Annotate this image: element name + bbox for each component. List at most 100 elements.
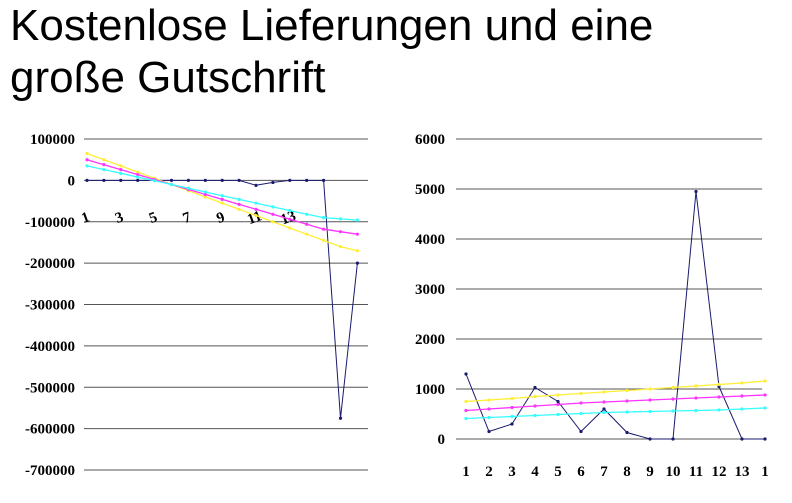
data-point bbox=[254, 201, 258, 205]
data-point bbox=[136, 172, 140, 177]
data-point bbox=[487, 407, 491, 411]
data-point bbox=[271, 180, 275, 185]
y-tick-label: 4000 bbox=[415, 232, 445, 248]
data-point bbox=[556, 399, 560, 404]
data-point bbox=[355, 261, 359, 265]
data-point bbox=[338, 416, 343, 420]
y-tick-label: 1000 bbox=[415, 382, 445, 398]
data-point bbox=[556, 393, 560, 397]
data-point bbox=[694, 384, 698, 388]
x-tick-label: 1 bbox=[462, 464, 470, 480]
data-point bbox=[338, 244, 343, 249]
slide-title-line2: große Gutschrift bbox=[10, 53, 326, 102]
data-point bbox=[85, 178, 89, 182]
data-point bbox=[510, 405, 514, 410]
data-point bbox=[671, 385, 675, 390]
data-point bbox=[305, 212, 309, 216]
data-point bbox=[220, 194, 224, 198]
data-point bbox=[271, 205, 275, 209]
chart-left: 100000 0 -100000 -200000 -300000 -400000 -5000… bbox=[25, 132, 368, 479]
data-point bbox=[579, 429, 583, 434]
data-point bbox=[254, 183, 258, 187]
y-tick-label: 100000 bbox=[30, 132, 75, 148]
x-tick-label: 5 bbox=[147, 209, 160, 227]
x-tick-label: 11 bbox=[689, 464, 703, 480]
data-point bbox=[153, 179, 157, 183]
x-tick-label: 9 bbox=[646, 464, 654, 480]
data-point bbox=[85, 151, 89, 156]
data-point bbox=[625, 430, 629, 435]
data-point bbox=[102, 158, 106, 162]
y-tick-label: 0 bbox=[68, 173, 76, 189]
y-tick-label: 2000 bbox=[415, 332, 445, 348]
data-point bbox=[203, 178, 207, 182]
x-tick-label: 7 bbox=[600, 464, 608, 480]
data-point bbox=[464, 408, 468, 413]
data-point bbox=[556, 412, 560, 417]
data-point bbox=[305, 232, 309, 236]
y-tick-label: -500000 bbox=[25, 380, 75, 396]
data-point bbox=[288, 226, 292, 230]
data-point bbox=[136, 178, 140, 182]
slide-title-line1: Kostenlose Lieferungen und eine bbox=[10, 1, 654, 50]
data-point bbox=[740, 381, 744, 385]
data-point bbox=[602, 407, 606, 411]
data-point bbox=[119, 168, 123, 172]
data-point bbox=[322, 238, 326, 242]
x-tick-label: 3 bbox=[113, 209, 126, 227]
data-point bbox=[102, 163, 106, 167]
data-point bbox=[338, 230, 343, 234]
data-point bbox=[305, 222, 309, 226]
data-point bbox=[85, 164, 89, 168]
data-point bbox=[322, 216, 326, 220]
data-point bbox=[305, 178, 309, 182]
data-point bbox=[355, 249, 359, 253]
data-point bbox=[220, 197, 224, 202]
x-tick-label: 1 bbox=[761, 464, 769, 480]
data-point bbox=[671, 437, 675, 441]
data-point bbox=[203, 190, 207, 194]
data-point bbox=[487, 415, 491, 420]
data-point bbox=[694, 408, 698, 413]
data-point bbox=[102, 168, 106, 172]
x-tick-label: 13 bbox=[735, 464, 750, 480]
data-point bbox=[602, 390, 606, 394]
data-point bbox=[579, 391, 583, 396]
y-tick-label: -600000 bbox=[25, 422, 75, 438]
data-point bbox=[763, 437, 767, 441]
y-tick-label: -700000 bbox=[25, 463, 75, 479]
data-point bbox=[102, 178, 106, 182]
slide-title: Kostenlose Lieferungen und eine große Gu… bbox=[10, 0, 780, 104]
y-tick-label: -100000 bbox=[25, 215, 75, 231]
x-tick-label: 2 bbox=[485, 464, 493, 480]
data-point bbox=[763, 379, 767, 383]
data-point bbox=[533, 413, 537, 418]
data-point bbox=[579, 411, 583, 416]
data-point bbox=[169, 182, 174, 187]
data-point bbox=[487, 398, 491, 402]
data-point bbox=[763, 393, 767, 397]
data-point bbox=[648, 387, 652, 391]
data-point bbox=[694, 396, 698, 400]
y-tick-label: -200000 bbox=[25, 256, 75, 272]
data-point bbox=[763, 406, 767, 410]
data-point bbox=[579, 401, 583, 405]
data-point bbox=[322, 227, 326, 231]
data-point bbox=[322, 178, 326, 182]
data-point bbox=[671, 409, 675, 413]
data-point bbox=[355, 232, 359, 236]
data-point bbox=[625, 399, 629, 403]
data-point bbox=[237, 197, 241, 202]
data-point bbox=[510, 414, 514, 419]
x-tick-label: 4 bbox=[531, 464, 539, 480]
data-point bbox=[271, 220, 275, 224]
y-tick-label: 3000 bbox=[415, 282, 445, 298]
data-point bbox=[556, 402, 560, 407]
data-point bbox=[355, 218, 359, 222]
data-point bbox=[602, 410, 606, 415]
x-tick-label: 12 bbox=[712, 464, 727, 480]
data-point bbox=[648, 398, 652, 402]
data-point bbox=[625, 388, 629, 393]
